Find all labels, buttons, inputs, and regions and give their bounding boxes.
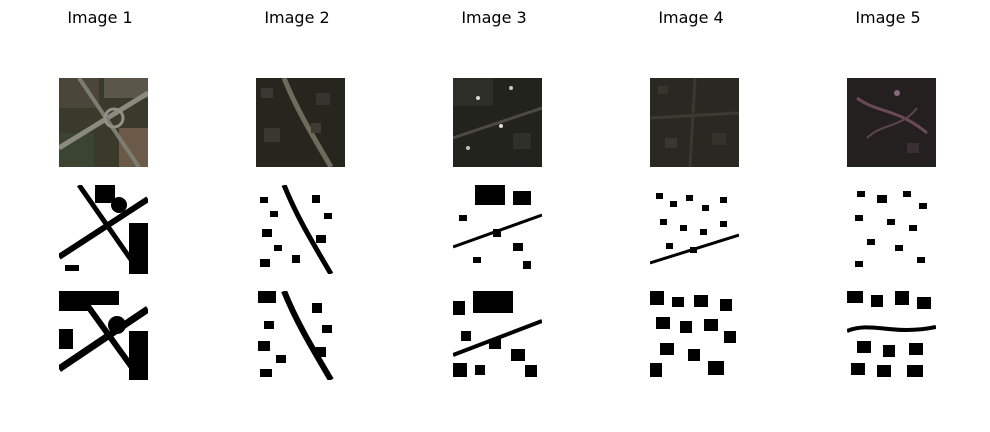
ground-truth-mask-4	[650, 185, 739, 274]
column-title-4: Image 4	[658, 8, 724, 27]
ground-truth-mask-5	[847, 185, 936, 274]
satellite-image-1	[59, 78, 148, 167]
predicted-mask-5	[847, 291, 936, 380]
column-title-5: Image 5	[855, 8, 921, 27]
predicted-mask-1	[59, 291, 148, 380]
ground-truth-mask-2	[256, 185, 345, 274]
column-title-1: Image 1	[67, 8, 133, 27]
satellite-image-3	[453, 78, 542, 167]
satellite-image-4	[650, 78, 739, 167]
satellite-image-5	[847, 78, 936, 167]
predicted-mask-2	[256, 291, 345, 380]
satellite-image-2	[256, 78, 345, 167]
ground-truth-mask-1	[59, 185, 148, 274]
predicted-mask-3	[453, 291, 542, 380]
column-title-3: Image 3	[461, 8, 527, 27]
predicted-mask-4	[650, 291, 739, 380]
column-title-2: Image 2	[264, 8, 330, 27]
ground-truth-mask-3	[453, 185, 542, 274]
